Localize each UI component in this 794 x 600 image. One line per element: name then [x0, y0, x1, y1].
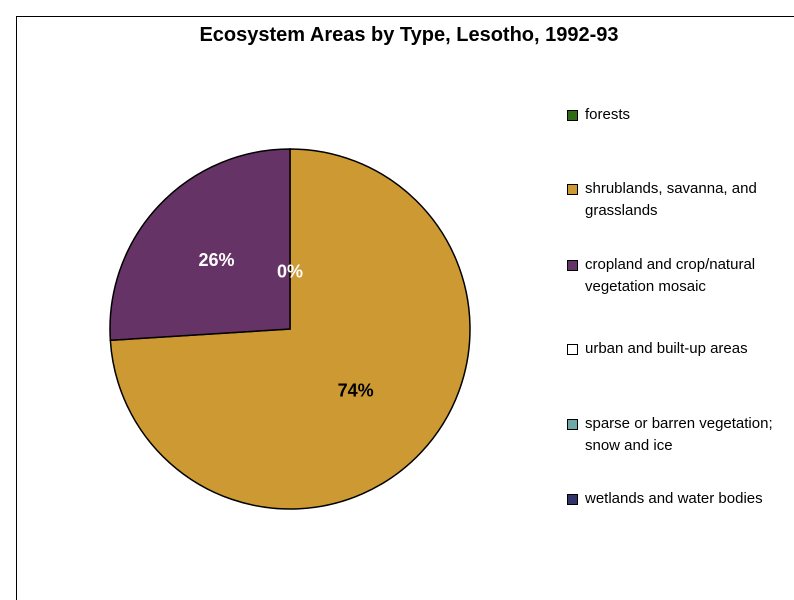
legend-label-2: cropland and crop/natural vegetation mos… — [585, 256, 756, 295]
legend-label-3: urban and built-up areas — [585, 340, 748, 357]
legend-swatch-3 — [567, 344, 578, 355]
legend-label-1: shrublands, savanna, and grasslands — [585, 180, 757, 219]
data-label-2: 26% — [199, 250, 235, 270]
legend-swatch-4 — [567, 419, 578, 430]
legend-swatch-5 — [567, 494, 578, 505]
chart-title: Ecosystem Areas by Type, Lesotho, 1992-9… — [199, 24, 619, 46]
legend-label-0: forests — [585, 106, 631, 123]
data-label-0: 0% — [277, 261, 303, 281]
legend-label-4: sparse or barren vegetation; snow and ic… — [585, 415, 773, 454]
legend: forests shrublands, savanna, and grasslan… — [556, 0, 794, 600]
legend-swatch-2 — [567, 260, 578, 271]
legend-swatch-0 — [567, 110, 578, 121]
pie-slice-2 — [109, 148, 291, 342]
legend-label-5: wetlands and water bodies — [585, 490, 763, 507]
legend-swatch-1 — [567, 184, 578, 195]
pie-chart: 0% 74% 26% — [109, 148, 471, 510]
data-label-1: 74% — [338, 381, 374, 401]
